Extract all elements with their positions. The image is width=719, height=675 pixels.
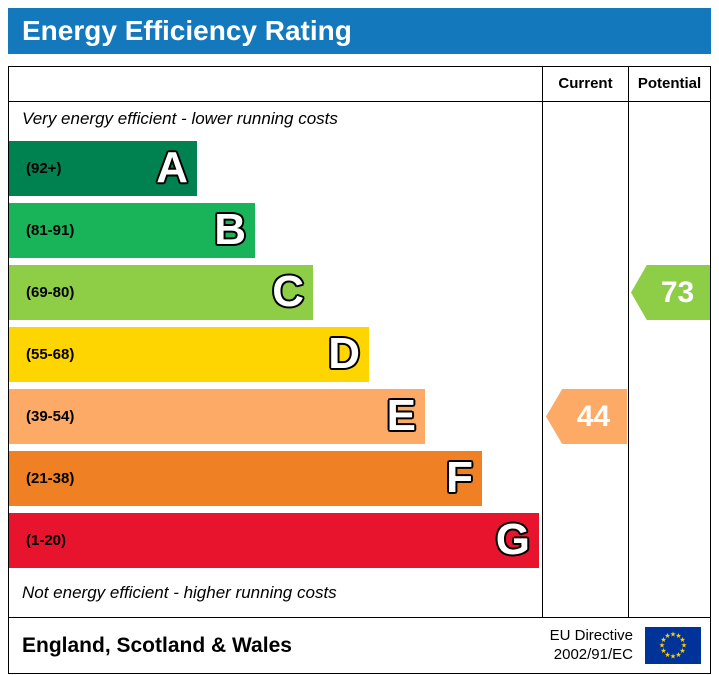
band-e-letter: E — [386, 390, 416, 440]
band-d-range: (55-68) — [26, 346, 75, 363]
svg-text:★: ★ — [679, 647, 685, 655]
band-b: (81-91) B — [9, 203, 255, 258]
band-c: (69-80) C — [9, 265, 313, 320]
band-d: (55-68) D — [9, 327, 369, 382]
header-divider — [9, 101, 710, 102]
svg-text:★: ★ — [664, 632, 670, 640]
band-g-letter: G — [495, 514, 530, 564]
band-f-letter: F — [446, 452, 473, 502]
current-column-divider — [542, 67, 543, 617]
rating-chart: Current Potential Very energy efficient … — [8, 66, 711, 618]
svg-text:★: ★ — [681, 642, 687, 650]
svg-text:★: ★ — [659, 642, 665, 650]
svg-text:★: ★ — [670, 653, 676, 661]
top-note: Very energy efficient - lower running co… — [22, 109, 338, 128]
band-f-range: (21-38) — [26, 470, 75, 487]
band-e-range: (39-54) — [26, 408, 75, 425]
svg-text:★: ★ — [660, 636, 666, 644]
svg-text:★: ★ — [675, 651, 681, 659]
eu-directive-label: EU Directive 2002/91/EC — [550, 627, 633, 665]
svg-text:★: ★ — [675, 632, 681, 640]
band-c-range: (69-80) — [26, 284, 75, 301]
eu-flag-icon: ★ ★ ★ ★ ★ ★ ★ ★ ★ ★ ★ ★ — [645, 627, 701, 664]
potential-rating-arrow: 73 — [631, 265, 710, 320]
svg-text:★: ★ — [679, 636, 685, 644]
band-g-range: (1-20) — [26, 532, 67, 549]
region-label: England, Scotland & Wales — [22, 633, 292, 657]
potential-rating-value: 73 — [660, 275, 695, 309]
band-b-letter: B — [214, 204, 246, 254]
band-b-range: (81-91) — [26, 222, 75, 239]
eu-directive-line1: EU Directive — [549, 626, 633, 644]
band-a-letter: A — [156, 142, 188, 192]
current-column-header: Current — [558, 75, 613, 92]
current-rating-value: 44 — [576, 399, 611, 433]
band-d-letter: D — [328, 328, 360, 378]
eu-directive-line2: 2002/91/EC — [553, 645, 633, 663]
band-a: (92+) A — [9, 141, 197, 196]
band-e: (39-54) E — [9, 389, 425, 444]
current-rating-arrow: 44 — [546, 389, 627, 444]
band-f: (21-38) F — [9, 451, 482, 506]
band-a-range: (92+) — [26, 160, 62, 177]
potential-column-header: Potential — [637, 75, 702, 92]
title-banner: Energy Efficiency Rating — [8, 8, 711, 54]
svg-text:★: ★ — [664, 651, 670, 659]
footer: England, Scotland & Wales EU Directive 2… — [8, 617, 711, 674]
band-c-letter: C — [272, 266, 304, 316]
rating-bands: (92+) A (81-91) B (69-80) C (55-68) D (3… — [9, 141, 539, 575]
page-title: Energy Efficiency Rating — [22, 15, 352, 46]
svg-text:★: ★ — [660, 647, 666, 655]
bottom-note: Not energy efficient - higher running co… — [22, 583, 337, 602]
potential-column-divider — [628, 67, 629, 617]
svg-text:★: ★ — [670, 631, 676, 639]
band-g: (1-20) G — [9, 513, 539, 568]
